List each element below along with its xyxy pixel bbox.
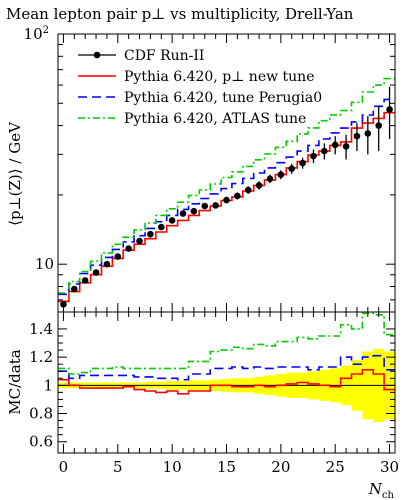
upper-y-tick-label: 10 [35, 255, 54, 273]
data-point [157, 223, 165, 231]
upper-y-tick-label: 102 [24, 25, 49, 43]
ratio-y-tick-label: 0.6 [29, 433, 53, 451]
data-point [299, 159, 306, 167]
ratio-plot: 0.6 0.8 1 1.2 1.4 0 5 10 15 20 25 30 [29, 311, 399, 476]
data-point [386, 106, 393, 113]
legend-label: Pythia 6.420, p⊥ new tune [124, 69, 314, 85]
ratio-plot-area [58, 312, 395, 422]
data-point [288, 165, 296, 172]
data-point [212, 202, 219, 209]
data-point [103, 260, 111, 268]
data-point [234, 192, 241, 200]
data-point [266, 175, 274, 183]
data-point [179, 210, 187, 217]
data-point [255, 182, 263, 189]
chart-title: Mean lepton pair p⊥ vs multiplicity, Dre… [6, 5, 354, 23]
data-point [310, 152, 317, 160]
legend-marker-point [93, 51, 101, 59]
data-point [375, 122, 382, 129]
data-point [81, 277, 89, 284]
x-tick-label: 0 [59, 458, 69, 476]
data-point [201, 202, 209, 210]
ratio-series-line-2 [58, 354, 395, 381]
ratio-series-line-1 [58, 369, 395, 395]
data-point [277, 171, 285, 178]
x-tick-label: 10 [163, 458, 182, 476]
data-point [342, 143, 350, 150]
data-point [364, 130, 372, 137]
ratio-series-line-3 [58, 312, 395, 375]
data-point [223, 196, 230, 204]
data-point [168, 217, 176, 224]
data-point [92, 269, 100, 276]
upper-y-axis-label: ⟨p⊥(Z)⟩ / GeV [6, 121, 24, 226]
tick-label-exponent: 2 [43, 25, 49, 36]
ratio-y-axis-label: MC/data [6, 349, 24, 414]
ratio-y-tick-label: 1.4 [29, 320, 53, 338]
x-tick-label: 20 [271, 458, 290, 476]
data-point [190, 207, 198, 215]
ratio-y-tick-label: 1 [43, 376, 53, 394]
data-point [147, 230, 154, 238]
tick-label-base: 10 [24, 25, 43, 43]
ratio-y-tick-label: 0.8 [29, 405, 53, 423]
data-point [71, 285, 78, 293]
data-point [244, 186, 252, 194]
data-point [353, 132, 361, 140]
upper-plot-area [58, 77, 395, 308]
data-point [125, 245, 132, 252]
upper-series-line-2 [58, 98, 395, 296]
legend-label: CDF Run-II [124, 48, 204, 64]
legend-label: Pythia 6.420, ATLAS tune [124, 111, 306, 127]
data-point [136, 237, 143, 245]
x-tick-label: 15 [217, 458, 236, 476]
data-point [321, 147, 328, 155]
legend-label: Pythia 6.420, tune Perugia0 [124, 90, 322, 106]
data-point [114, 253, 122, 260]
data-point [331, 141, 339, 149]
ratio-y-tick-label: 1.2 [29, 348, 53, 366]
x-tick-label: 5 [113, 458, 123, 476]
x-tick-label: 30 [380, 458, 399, 476]
x-axis-label: Nch [368, 480, 395, 500]
x-tick-label: 25 [326, 458, 345, 476]
legend: CDF Run-II Pythia 6.420, p⊥ new tune Pythi… [78, 48, 322, 127]
